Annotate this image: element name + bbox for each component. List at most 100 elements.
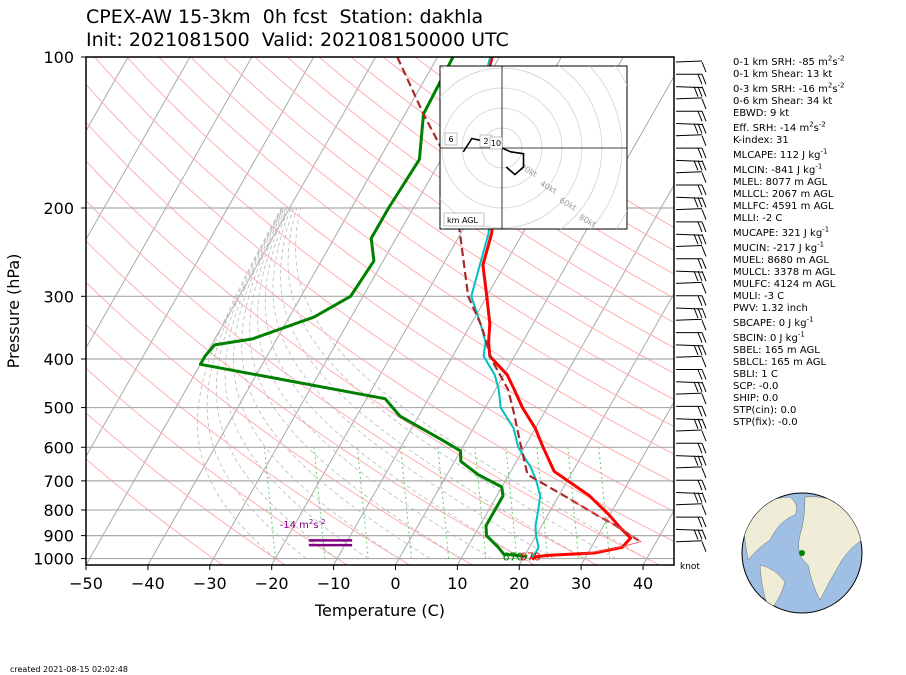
index-row: SBLI: 1 C xyxy=(733,369,778,380)
wind-barb xyxy=(675,270,707,282)
dry-adiabat xyxy=(126,57,674,455)
mixing-ratio-line xyxy=(598,447,611,559)
index-row: 0-3 km SRH: -16 m2s-2 xyxy=(733,81,845,95)
index-row: STP(cin): 0.0 xyxy=(733,405,797,416)
dry-adiabat xyxy=(94,57,674,484)
isotherm xyxy=(86,57,191,241)
dry-adiabat xyxy=(254,57,674,349)
wind-barb xyxy=(676,258,707,269)
wind-barb xyxy=(675,392,707,405)
x-tick-label: −40 xyxy=(131,574,165,593)
mixing-ratio-line xyxy=(536,447,549,559)
y-tick-label: 700 xyxy=(43,472,74,491)
wind-barb xyxy=(675,86,707,97)
wind-barb xyxy=(675,318,707,331)
dry-adiabat xyxy=(190,57,674,401)
index-row: MLCAPE: 112 J kg-1 xyxy=(733,147,828,161)
index-row: STP(fix): -0.0 xyxy=(733,417,798,428)
dry-adiabat xyxy=(86,458,223,565)
dry-adiabat xyxy=(86,367,348,565)
index-row: MUCIN: -217 J kg-1 xyxy=(733,240,825,254)
dry-adiabat xyxy=(86,412,286,565)
wind-barb xyxy=(675,159,707,171)
index-row: SHIP: 0.0 xyxy=(733,393,779,404)
index-row: SBCIN: 0 J kg-1 xyxy=(733,330,805,344)
index-row: SBLCL: 165 m AGL xyxy=(733,357,827,368)
mixing-ratio-line xyxy=(356,447,369,559)
wind-barb xyxy=(675,171,707,183)
wind-barb xyxy=(675,355,707,368)
dewpoint-profile-line xyxy=(198,57,528,558)
wind-barb xyxy=(676,332,707,343)
moist-adiabat xyxy=(232,207,400,559)
wind-unit-label: knot xyxy=(680,562,700,572)
parcel-cape-outline xyxy=(569,498,642,555)
wind-barb xyxy=(675,381,707,392)
wind-barb xyxy=(675,492,707,503)
chart-title-line-2: Init: 2021081500 Valid: 202108150000 UTC xyxy=(86,29,509,51)
wind-barb xyxy=(675,503,707,515)
mixing-ratio-line xyxy=(567,447,580,559)
mixing-ratio-line xyxy=(505,447,518,559)
index-row: MLEL: 8077 m AGL xyxy=(733,177,828,188)
isotherm xyxy=(86,57,315,458)
wind-barb xyxy=(676,442,707,454)
dry-adiabat xyxy=(158,57,674,428)
x-tick-label: 30 xyxy=(571,574,591,593)
index-row: MLLCL: 2067 m AGL xyxy=(733,189,834,200)
wind-barb xyxy=(675,245,707,257)
index-list: 0-1 km SRH: -85 m2s-2 0-1 km Shear: 13 kt… xyxy=(733,55,903,429)
wind-barb xyxy=(675,429,707,442)
hodograph-level-label: 2 xyxy=(483,137,488,146)
isotherm xyxy=(86,57,253,349)
moist-adiabat xyxy=(196,207,282,559)
annotation-0: 670 xyxy=(503,551,524,564)
wind-barb xyxy=(675,281,707,294)
wind-barb xyxy=(675,123,707,134)
y-tick-label: 400 xyxy=(43,350,74,369)
wind-barb xyxy=(676,147,707,159)
wind-barb xyxy=(676,73,707,85)
index-row: PWV: 1.32 inch xyxy=(733,303,808,314)
wind-barb xyxy=(676,184,707,196)
index-row: EBWD: 9 kt xyxy=(733,108,790,119)
globe-land-south-america xyxy=(759,564,786,611)
wind-barb xyxy=(676,295,707,306)
wind-barb xyxy=(676,405,707,417)
annotation-1: 670 xyxy=(520,551,541,564)
wind-barb xyxy=(675,60,707,73)
mixing-ratio-line xyxy=(400,447,413,559)
dry-adiabat xyxy=(86,281,473,565)
index-row: SBCAPE: 0 J kg-1 xyxy=(733,315,814,329)
y-axis-label: Pressure (hPa) xyxy=(4,254,23,369)
station-marker xyxy=(799,550,805,556)
index-row: MULI: -3 C xyxy=(733,291,785,302)
index-row: MUCAPE: 321 J kg-1 xyxy=(733,225,830,239)
mixing-ratio-line xyxy=(264,447,276,559)
hodograph-trace xyxy=(462,137,525,176)
dry-adiabat xyxy=(86,199,598,565)
mixing-ratio-line xyxy=(437,447,450,559)
dry-adiabat xyxy=(286,57,674,324)
wind-barb xyxy=(675,418,707,429)
y-tick-label: 600 xyxy=(43,438,74,457)
wind-barb xyxy=(675,540,707,552)
wind-barb xyxy=(675,196,707,208)
index-row: MLLI: -2 C xyxy=(733,213,783,224)
index-row: MLCIN: -841 J kg-1 xyxy=(733,162,823,176)
dry-adiabat xyxy=(86,121,674,543)
wind-barb xyxy=(676,369,707,380)
plot-frame xyxy=(85,56,675,566)
wind-barb xyxy=(675,455,707,466)
index-row: SBEL: 165 m AGL xyxy=(733,345,820,356)
index-row: Eff. SRH: -14 m2s-2 xyxy=(733,120,826,134)
dry-adiabat xyxy=(318,57,674,299)
hodograph-level-label: 10 xyxy=(491,139,501,148)
background-lines xyxy=(86,57,674,565)
mixing-ratio-line xyxy=(474,447,487,559)
mixing-ratio-line xyxy=(313,447,326,559)
index-row: 0-6 km Shear: 34 kt xyxy=(733,96,833,107)
